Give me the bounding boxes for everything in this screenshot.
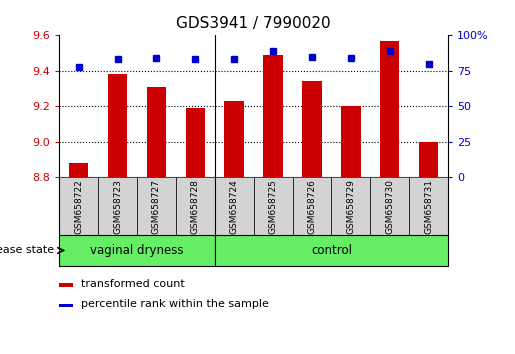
Bar [185, 108, 205, 177]
Bar [59, 177, 98, 235]
Text: control: control [311, 244, 352, 257]
Bar [293, 177, 332, 235]
Text: GSM658729: GSM658729 [347, 179, 355, 234]
Bar [419, 142, 438, 177]
Bar [409, 177, 448, 235]
Bar [98, 177, 137, 235]
Text: GSM658730: GSM658730 [385, 179, 394, 234]
Bar [215, 235, 448, 266]
Bar [59, 235, 215, 266]
Text: vaginal dryness: vaginal dryness [90, 244, 184, 257]
Title: GDS3941 / 7990020: GDS3941 / 7990020 [176, 16, 331, 32]
Text: GSM658728: GSM658728 [191, 179, 200, 234]
Bar [59, 283, 73, 287]
Text: disease state: disease state [0, 245, 54, 256]
Bar [215, 177, 253, 235]
Text: GSM658725: GSM658725 [269, 179, 278, 234]
Bar [341, 106, 360, 177]
Bar [69, 163, 89, 177]
Text: GSM658731: GSM658731 [424, 179, 433, 234]
Bar [253, 177, 293, 235]
Bar [59, 304, 73, 307]
Text: transformed count: transformed count [81, 279, 184, 289]
Bar [332, 177, 370, 235]
Bar [176, 177, 215, 235]
Text: GSM658723: GSM658723 [113, 179, 122, 234]
Bar [147, 87, 166, 177]
Bar [370, 177, 409, 235]
Text: GSM658727: GSM658727 [152, 179, 161, 234]
Text: GSM658724: GSM658724 [230, 179, 238, 234]
Bar [302, 81, 322, 177]
Bar [108, 74, 127, 177]
Text: percentile rank within the sample: percentile rank within the sample [81, 299, 268, 309]
Bar [137, 177, 176, 235]
Text: GSM658722: GSM658722 [74, 179, 83, 234]
Text: GSM658726: GSM658726 [307, 179, 316, 234]
Bar [380, 41, 400, 177]
Bar [225, 101, 244, 177]
Bar [263, 55, 283, 177]
